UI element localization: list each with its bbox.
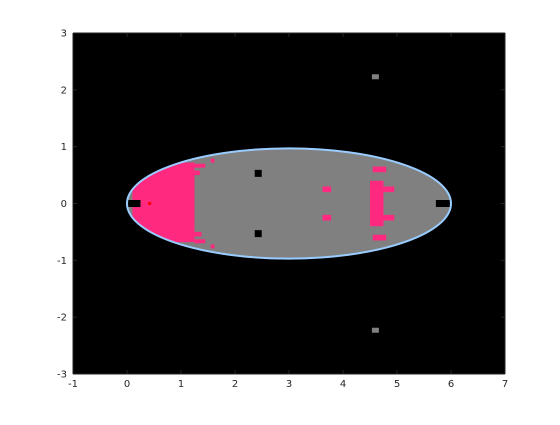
black-cell-0	[254, 169, 262, 177]
y-tick-label: -2	[57, 313, 67, 324]
x-tick-label: -1	[68, 379, 78, 390]
y-tick-label: -1	[57, 256, 67, 267]
black-cell-1	[254, 230, 262, 238]
highlight-region-1	[322, 186, 332, 193]
x-tick-label: 7	[502, 379, 508, 390]
highlight-edge-0	[194, 163, 206, 168]
highlight-region-6	[372, 166, 387, 173]
marker-dot	[148, 202, 152, 205]
highlight-region-2	[322, 214, 332, 221]
y-tick-label: 2	[61, 85, 67, 96]
y-tick-label: -3	[57, 370, 67, 381]
black-cell-3	[435, 200, 450, 207]
x-tick-label: 3	[286, 379, 292, 390]
boundary-ellipse	[126, 147, 452, 260]
gray-point-0	[371, 74, 379, 80]
y-tick-label: 0	[61, 199, 67, 210]
highlight-region-4	[383, 186, 395, 193]
x-tick-label: 4	[340, 379, 346, 390]
x-tick-label: 2	[232, 379, 238, 390]
y-tick-label: 1	[61, 142, 67, 153]
highlight-region-5	[383, 214, 395, 221]
x-tick-label: 5	[394, 379, 400, 390]
highlight-edge-4	[210, 158, 215, 163]
x-tick-label: 1	[178, 379, 184, 390]
highlight-region-7	[372, 234, 387, 241]
filled-region	[127, 148, 451, 259]
x-tick-label: 0	[124, 379, 130, 390]
highlight-region-3	[370, 180, 384, 227]
x-tick-label: 6	[448, 379, 454, 390]
y-tick-label: 3	[61, 29, 67, 40]
highlight-edge-1	[194, 170, 200, 176]
highlight-edge-2	[194, 231, 202, 237]
gray-point-1	[371, 327, 379, 333]
black-cell-2	[127, 200, 141, 207]
highlight-edge-5	[210, 244, 215, 249]
highlight-edge-3	[194, 239, 206, 244]
